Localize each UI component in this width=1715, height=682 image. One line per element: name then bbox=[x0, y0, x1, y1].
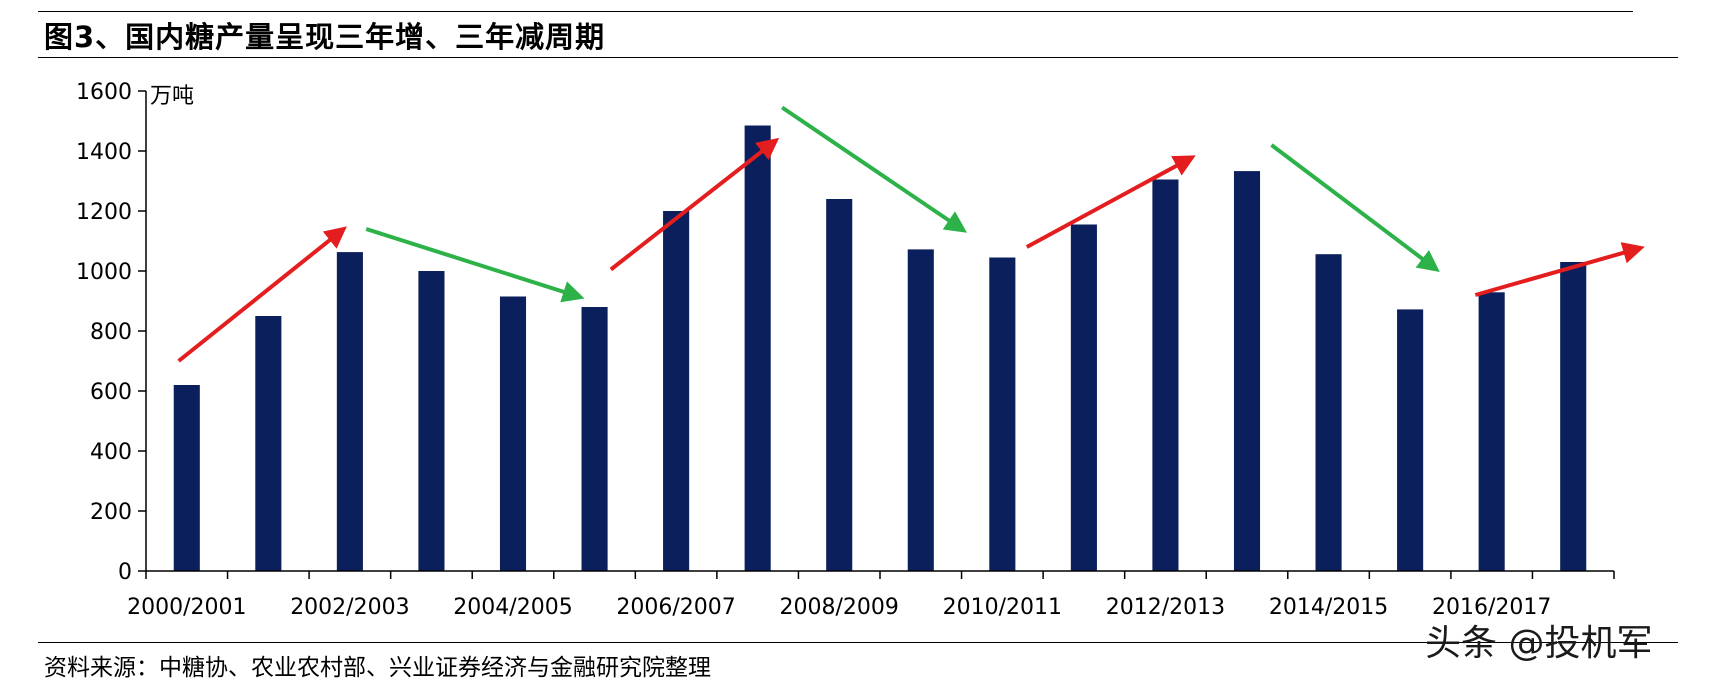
bar bbox=[1397, 309, 1424, 571]
bar bbox=[1233, 171, 1261, 571]
bottom-rule bbox=[38, 642, 1678, 643]
y-tick-label: 600 bbox=[90, 380, 132, 405]
bar bbox=[173, 385, 200, 571]
y-axis-unit-label: 万吨 bbox=[150, 84, 194, 109]
y-tick-label: 1200 bbox=[76, 200, 132, 225]
decrease-arrow bbox=[1270, 143, 1440, 272]
y-tick-label: 200 bbox=[90, 500, 132, 525]
x-tick-label: 2012/2013 bbox=[1106, 595, 1225, 620]
x-tick-label: 2008/2009 bbox=[780, 595, 899, 620]
y-tick-label: 1600 bbox=[76, 80, 132, 105]
bar bbox=[1478, 292, 1505, 571]
x-tick-label: 2004/2005 bbox=[453, 595, 572, 620]
top-rule bbox=[38, 11, 1633, 12]
decrease-arrow bbox=[365, 227, 585, 303]
y-tick-label: 1400 bbox=[76, 140, 132, 165]
bar-chart: 0 200 400 600 800 1000 1200 1400 1600 2000/2001 20… bbox=[76, 80, 1645, 620]
x-tick-label: 2000/2001 bbox=[127, 595, 246, 620]
y-tick-label: 400 bbox=[90, 440, 132, 465]
increase-arrow bbox=[177, 226, 347, 363]
bar bbox=[907, 249, 934, 571]
bar bbox=[826, 199, 853, 571]
bar-series bbox=[173, 125, 1587, 571]
y-tick-label: 1000 bbox=[76, 260, 132, 285]
y-tick-label: 0 bbox=[118, 560, 132, 585]
decrease-arrow bbox=[781, 105, 968, 233]
x-tick-label: 2014/2015 bbox=[1269, 595, 1388, 620]
increase-arrow bbox=[1025, 155, 1196, 249]
trend-arrows bbox=[177, 105, 1645, 363]
x-tick-label: 2006/2007 bbox=[616, 595, 735, 620]
bar bbox=[1152, 179, 1179, 571]
bar bbox=[989, 257, 1016, 571]
title-rule bbox=[38, 57, 1678, 58]
chart-title: 图3、国内糖产量呈现三年增、三年减周期 bbox=[44, 20, 606, 54]
watermark: 头条 @投机军 bbox=[1425, 623, 1653, 664]
source-note: 资料来源：中糖协、农业农村部、兴业证券经济与金融研究院整理 bbox=[44, 655, 711, 681]
x-tick-label: 2002/2003 bbox=[290, 595, 409, 620]
x-tick-label: 2016/2017 bbox=[1432, 595, 1551, 620]
increase-arrow bbox=[609, 137, 780, 272]
increase-arrow bbox=[1474, 242, 1645, 297]
bar bbox=[744, 125, 771, 571]
bar bbox=[663, 211, 690, 571]
bar bbox=[336, 252, 363, 571]
bar bbox=[1070, 224, 1097, 571]
y-tick-label: 800 bbox=[90, 320, 132, 345]
bar bbox=[1315, 254, 1342, 571]
axes: 0 200 400 600 800 1000 1200 1400 1600 2000/2001 20… bbox=[76, 80, 1615, 620]
bar bbox=[418, 271, 445, 571]
bar bbox=[255, 316, 282, 571]
x-tick-label: 2010/2011 bbox=[943, 595, 1062, 620]
bar bbox=[1560, 262, 1587, 571]
bar bbox=[581, 307, 608, 571]
bar bbox=[499, 296, 527, 571]
